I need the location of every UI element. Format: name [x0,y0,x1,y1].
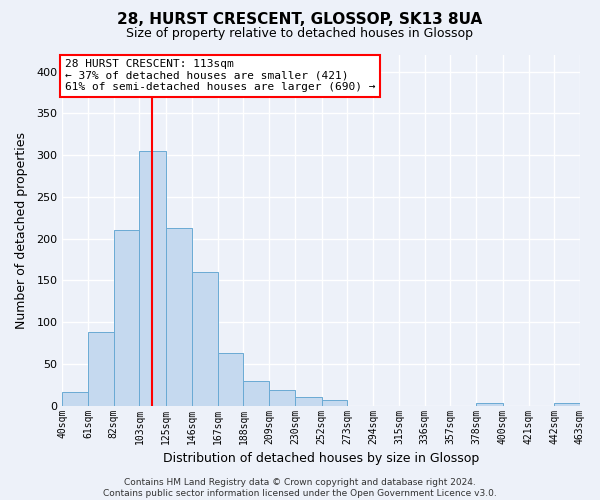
Bar [269,390,295,406]
Text: Contains HM Land Registry data © Crown copyright and database right 2024.
Contai: Contains HM Land Registry data © Crown c… [103,478,497,498]
Bar [166,228,192,406]
Text: 28, HURST CRESCENT, GLOSSOP, SK13 8UA: 28, HURST CRESCENT, GLOSSOP, SK13 8UA [118,12,482,28]
Bar [295,398,322,406]
Bar [114,230,139,406]
Bar [218,353,244,406]
Bar [476,403,503,406]
Y-axis label: Number of detached properties: Number of detached properties [15,132,28,329]
Bar [322,400,347,406]
Text: 28 HURST CRESCENT: 113sqm
← 37% of detached houses are smaller (421)
61% of semi: 28 HURST CRESCENT: 113sqm ← 37% of detac… [65,59,375,92]
Text: Size of property relative to detached houses in Glossop: Size of property relative to detached ho… [127,28,473,40]
Bar [244,380,269,406]
X-axis label: Distribution of detached houses by size in Glossop: Distribution of detached houses by size … [163,452,479,465]
Bar [192,272,218,406]
Bar [88,332,114,406]
Bar [554,403,580,406]
Bar [139,151,166,406]
Bar [62,392,88,406]
